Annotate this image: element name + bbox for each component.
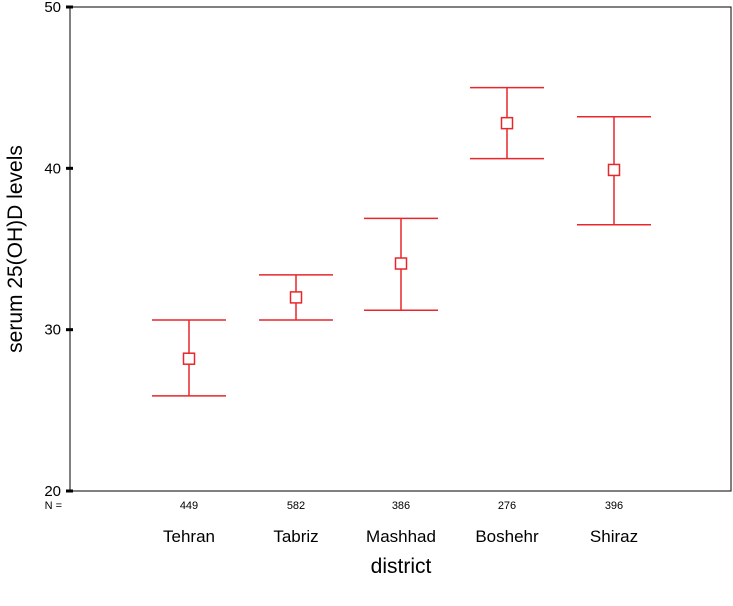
plot-frame — [69, 6, 732, 492]
y-axis-title: serum 25(OH)D levels — [4, 145, 27, 353]
mean-marker-mashhad — [394, 257, 408, 270]
category-label-tehran: Tehran — [163, 527, 215, 546]
x-axis: 449 Tehran 582 Tabriz 386 Mashhad 276 Boshehr 39… — [163, 500, 638, 546]
n-label-boshehr: 276 — [498, 500, 516, 512]
plot-marks — [152, 86, 651, 397]
y-tick-label: 40 — [44, 160, 61, 177]
y-axis: 20 30 40 50 — [44, 0, 73, 500]
category-label-boshehr: Boshehr — [475, 527, 539, 546]
n-prefix-label: N = — [45, 500, 62, 512]
category-label-mashhad: Mashhad — [366, 527, 436, 546]
n-label-mashhad: 386 — [392, 500, 410, 512]
n-label-tehran: 449 — [180, 500, 198, 512]
mean-marker-shiraz — [607, 163, 621, 177]
category-label-shiraz: Shiraz — [590, 527, 638, 546]
mean-marker-tehran — [182, 352, 196, 365]
mean-marker-boshehr — [500, 116, 514, 130]
y-tick-label: 50 — [44, 0, 61, 16]
n-label-shiraz: 396 — [605, 500, 623, 512]
n-label-tabriz: 582 — [287, 500, 305, 512]
mean-marker-tabriz — [289, 291, 303, 304]
x-axis-title: district — [371, 555, 432, 578]
y-tick-label: 30 — [44, 322, 61, 339]
category-label-tabriz: Tabriz — [273, 527, 318, 546]
y-tick-label: 20 — [44, 483, 61, 500]
